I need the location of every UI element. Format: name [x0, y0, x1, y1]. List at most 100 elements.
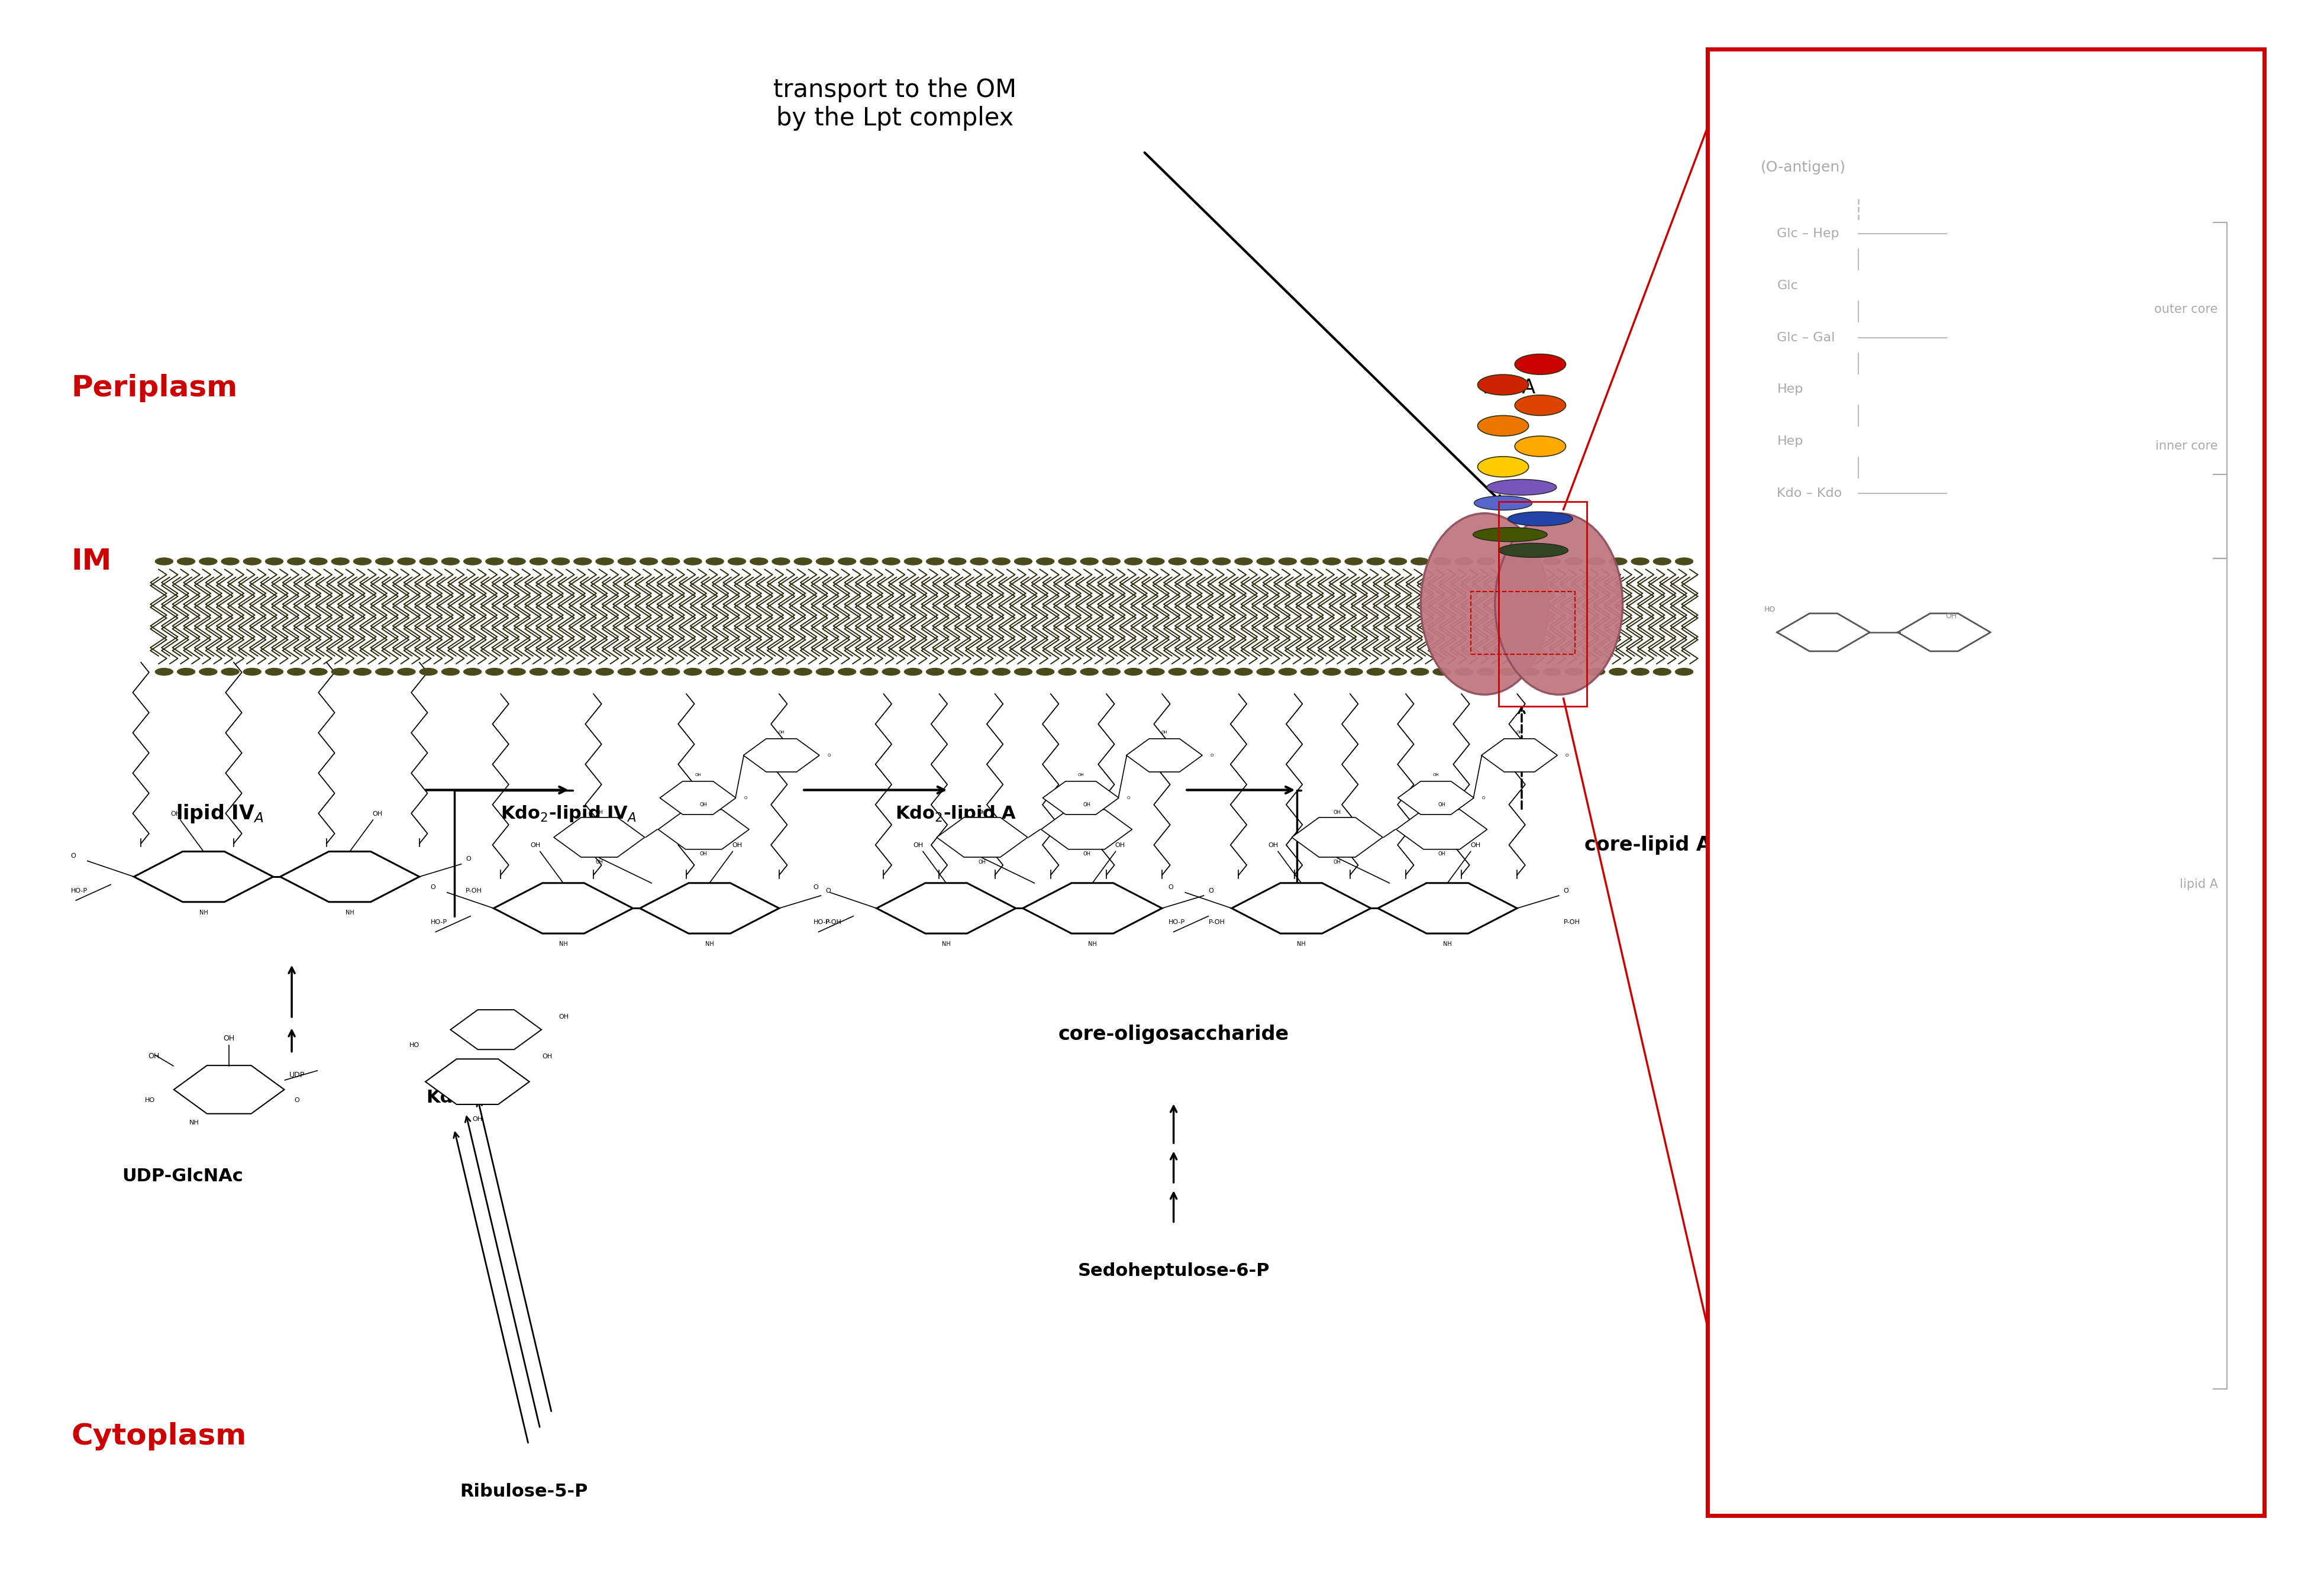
Ellipse shape [925, 558, 944, 566]
Text: Hep: Hep [1778, 384, 1803, 395]
Polygon shape [937, 817, 1027, 858]
Ellipse shape [177, 668, 195, 676]
Ellipse shape [1543, 668, 1562, 676]
Text: OH: OH [700, 803, 706, 807]
Ellipse shape [837, 668, 855, 676]
Polygon shape [1023, 883, 1162, 934]
Ellipse shape [1478, 374, 1529, 395]
Ellipse shape [1190, 668, 1208, 676]
Ellipse shape [639, 668, 658, 676]
Ellipse shape [860, 558, 878, 566]
Text: lipid IV$_A$: lipid IV$_A$ [177, 803, 263, 825]
Ellipse shape [1125, 558, 1143, 566]
Text: P-OH: P-OH [1564, 920, 1580, 926]
Ellipse shape [397, 668, 416, 676]
Text: OH: OH [472, 1117, 483, 1122]
Polygon shape [553, 817, 644, 858]
Ellipse shape [177, 558, 195, 566]
Polygon shape [493, 883, 632, 934]
Ellipse shape [639, 558, 658, 566]
Ellipse shape [1608, 558, 1627, 566]
Ellipse shape [795, 558, 813, 566]
Ellipse shape [1420, 514, 1548, 695]
Ellipse shape [837, 558, 855, 566]
Ellipse shape [1455, 668, 1473, 676]
Text: NH: NH [941, 942, 951, 948]
Ellipse shape [904, 558, 923, 566]
Ellipse shape [486, 668, 504, 676]
Ellipse shape [1411, 558, 1429, 566]
Text: HO-P: HO-P [70, 888, 88, 894]
Ellipse shape [551, 668, 569, 676]
Text: lipid A: lipid A [2180, 878, 2217, 891]
Ellipse shape [683, 668, 702, 676]
Ellipse shape [1520, 558, 1538, 566]
Text: OH: OH [530, 842, 541, 848]
Ellipse shape [244, 558, 263, 566]
Text: IM: IM [72, 547, 112, 575]
Polygon shape [1232, 883, 1371, 934]
Text: OH: OH [1078, 773, 1083, 777]
Ellipse shape [706, 668, 725, 676]
Polygon shape [1043, 781, 1118, 814]
Ellipse shape [374, 668, 393, 676]
Text: NH: NH [1088, 942, 1097, 948]
Text: HO: HO [409, 1043, 418, 1048]
Ellipse shape [595, 558, 614, 566]
Ellipse shape [1473, 496, 1532, 510]
Polygon shape [1778, 613, 1871, 651]
Ellipse shape [530, 668, 548, 676]
Ellipse shape [1037, 668, 1055, 676]
Text: O: O [295, 1098, 300, 1103]
Ellipse shape [156, 668, 174, 676]
Text: OH: OH [1116, 842, 1125, 848]
Text: Sedoheptulose-6-P: Sedoheptulose-6-P [1078, 1262, 1269, 1280]
Polygon shape [281, 852, 418, 902]
Polygon shape [658, 809, 748, 850]
Ellipse shape [1234, 668, 1253, 676]
Text: OH: OH [779, 730, 786, 735]
Ellipse shape [1322, 558, 1341, 566]
Ellipse shape [1515, 354, 1566, 374]
Ellipse shape [265, 558, 284, 566]
Ellipse shape [1499, 544, 1569, 558]
Ellipse shape [1432, 558, 1450, 566]
Ellipse shape [1652, 558, 1671, 566]
Text: OH: OH [1471, 842, 1480, 848]
Ellipse shape [330, 558, 349, 566]
Ellipse shape [1564, 668, 1583, 676]
Text: (O-antigen): (O-antigen) [1762, 160, 1845, 174]
Ellipse shape [353, 668, 372, 676]
Ellipse shape [286, 558, 304, 566]
Ellipse shape [1631, 668, 1650, 676]
Text: P-OH: P-OH [465, 888, 483, 894]
Text: Kdo: Kdo [425, 1089, 465, 1106]
Polygon shape [1397, 781, 1473, 814]
Text: OH: OH [732, 842, 741, 848]
Ellipse shape [1387, 668, 1406, 676]
Ellipse shape [507, 558, 525, 566]
Text: O: O [70, 853, 77, 860]
Text: OH: OH [700, 852, 706, 856]
Polygon shape [1378, 883, 1518, 934]
Ellipse shape [1608, 668, 1627, 676]
Text: Ribulose-5-P: Ribulose-5-P [460, 1484, 588, 1501]
Polygon shape [451, 1010, 541, 1049]
Text: P-OH: P-OH [1208, 920, 1225, 926]
Ellipse shape [1146, 558, 1164, 566]
Text: O: O [1566, 754, 1569, 757]
Ellipse shape [551, 558, 569, 566]
Ellipse shape [244, 668, 263, 676]
Ellipse shape [200, 668, 218, 676]
Text: outer core: outer core [2154, 303, 2217, 314]
Text: OH: OH [372, 811, 383, 817]
Ellipse shape [1676, 668, 1694, 676]
Ellipse shape [1487, 479, 1557, 495]
Ellipse shape [574, 558, 593, 566]
Text: NH: NH [346, 910, 353, 916]
Ellipse shape [1520, 668, 1538, 676]
Ellipse shape [772, 668, 790, 676]
Text: Glc: Glc [1778, 280, 1799, 291]
Text: OH: OH [170, 811, 181, 817]
Ellipse shape [1301, 558, 1320, 566]
